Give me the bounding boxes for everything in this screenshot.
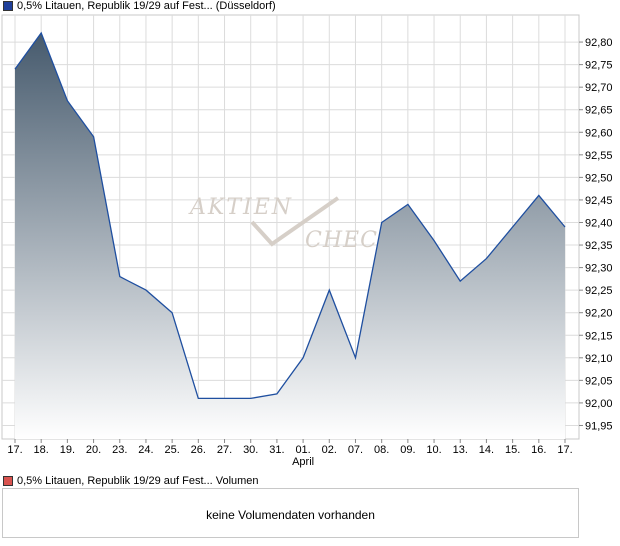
volume-panel: keine Volumendaten vorhanden bbox=[2, 488, 579, 538]
y-tick-label: 92,65 bbox=[585, 105, 613, 117]
x-axis: 17. 18. 19. 20. 23. 24. 25. 26. 27. 30. 31. 01. 02. 0… bbox=[7, 439, 573, 468]
y-tick-label: 91,95 bbox=[585, 420, 613, 432]
y-tick-label: 92,30 bbox=[585, 263, 613, 275]
y-tick-label: 92,60 bbox=[585, 127, 613, 139]
x-tick-label: 08. bbox=[374, 444, 389, 456]
x-tick-label: 17. bbox=[7, 444, 22, 456]
x-tick-label: 30. bbox=[243, 444, 258, 456]
x-tick-label: 17. bbox=[557, 444, 572, 456]
legend-volume-swatch bbox=[3, 476, 13, 486]
x-tick-label: 16. bbox=[531, 444, 546, 456]
x-tick-label: 13. bbox=[453, 444, 468, 456]
x-tick-label: 27. bbox=[217, 444, 232, 456]
legend-volume: 0,5% Litauen, Republik 19/29 auf Fest...… bbox=[3, 475, 259, 487]
legend-price-label: 0,5% Litauen, Republik 19/29 auf Fest...… bbox=[17, 0, 276, 12]
x-tick-label: 31. bbox=[269, 444, 284, 456]
legend-volume-label: 0,5% Litauen, Republik 19/29 auf Fest...… bbox=[17, 475, 259, 487]
x-tick-label: 10. bbox=[426, 444, 441, 456]
y-tick-label: 92,00 bbox=[585, 398, 613, 410]
y-tick-label: 92,55 bbox=[585, 150, 613, 162]
legend-price: 0,5% Litauen, Republik 19/29 auf Fest...… bbox=[3, 0, 276, 12]
y-tick-label: 92,75 bbox=[585, 60, 613, 72]
x-tick-label: 20. bbox=[86, 444, 101, 456]
x-tick-label: 15. bbox=[505, 444, 520, 456]
x-tick-label: 14. bbox=[479, 444, 494, 456]
x-tick-label: 07. bbox=[348, 444, 363, 456]
y-tick-label: 92,35 bbox=[585, 240, 613, 252]
y-tick-label: 92,25 bbox=[585, 285, 613, 297]
y-tick-label: 92,10 bbox=[585, 353, 613, 365]
watermark-check-icon bbox=[250, 196, 340, 247]
y-tick-label: 92,70 bbox=[585, 82, 613, 94]
x-tick-label: 23. bbox=[112, 444, 127, 456]
watermark-line1: AKTIEN bbox=[188, 195, 293, 220]
x-tick-label: 25. bbox=[164, 444, 179, 456]
x-tick-label: 09. bbox=[400, 444, 415, 456]
price-area bbox=[15, 33, 565, 439]
y-tick-label: 92,20 bbox=[585, 308, 613, 320]
y-tick-label: 92,40 bbox=[585, 217, 613, 229]
y-axis: 91,95 92,00 92,05 92,10 92,15 92,20 92,25 92,30… bbox=[579, 37, 613, 432]
y-tick-label: 92,45 bbox=[585, 195, 613, 207]
x-tick-label: 01. bbox=[295, 444, 310, 456]
x-tick-label: 02. bbox=[322, 444, 337, 456]
no-volume-message: keine Volumendaten vorhanden bbox=[206, 508, 375, 522]
y-tick-label: 92,15 bbox=[585, 330, 613, 342]
x-tick-label: 24. bbox=[138, 444, 153, 456]
y-tick-label: 92,80 bbox=[585, 37, 613, 49]
x-month-label: April bbox=[292, 456, 314, 468]
x-tick-label: 26. bbox=[191, 444, 206, 456]
x-tick-label: 18. bbox=[34, 444, 49, 456]
x-tick-label: 19. bbox=[60, 444, 75, 456]
legend-price-swatch bbox=[3, 1, 13, 11]
y-tick-label: 92,50 bbox=[585, 172, 613, 184]
price-line bbox=[14, 31, 566, 400]
y-tick-label: 92,05 bbox=[585, 375, 613, 387]
price-chart: AKTIEN CHECK 91,9592,0092,0592,1092,1592… bbox=[1, 14, 613, 468]
